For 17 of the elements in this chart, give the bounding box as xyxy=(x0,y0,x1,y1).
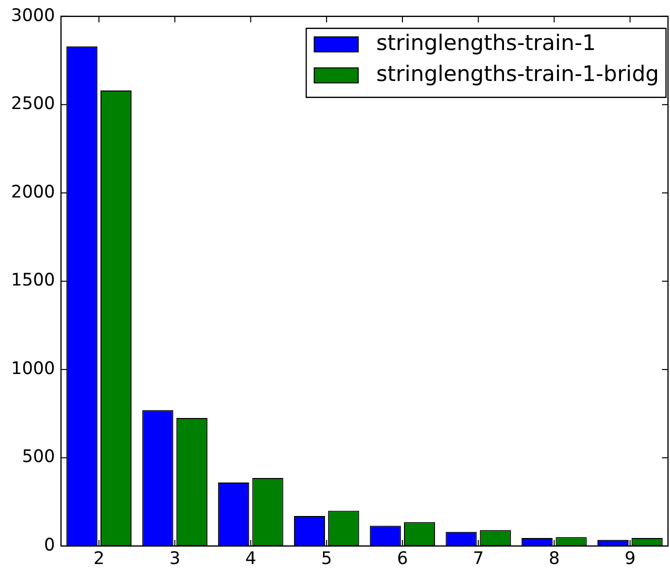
y-tick-label: 0 xyxy=(44,535,55,556)
x-tick-label: 7 xyxy=(472,548,484,568)
y-tick-label: 1500 xyxy=(11,270,55,291)
x-tick-label: 4 xyxy=(245,548,256,568)
y-tick-label: 1000 xyxy=(11,358,55,379)
legend-label: stringlengths-train-1 xyxy=(376,30,596,56)
x-tick-label: 9 xyxy=(624,548,636,568)
x-tick-label: 6 xyxy=(396,548,408,568)
y-tick-label: 2000 xyxy=(11,182,55,202)
x-tick-label: 2 xyxy=(93,548,104,568)
x-tick-label: 5 xyxy=(321,548,332,568)
x-tick-label: 8 xyxy=(548,548,560,568)
legend-label: stringlengths-train-1-bridg xyxy=(376,62,660,87)
y-tick-label: 2500 xyxy=(11,94,55,114)
x-tick-label: 3 xyxy=(169,548,180,568)
y-tick-label: 3000 xyxy=(11,6,55,26)
y-tick-label: 500 xyxy=(22,447,55,468)
